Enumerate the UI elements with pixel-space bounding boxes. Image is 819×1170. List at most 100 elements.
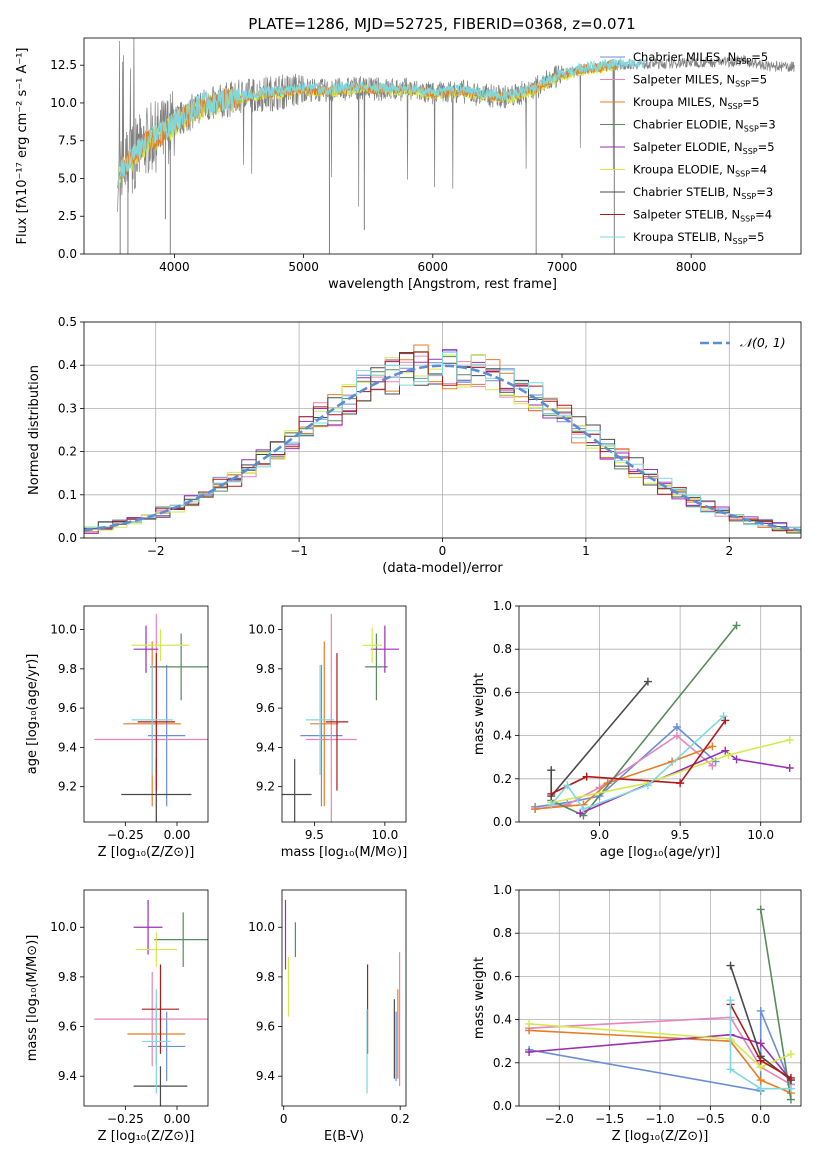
- spectrum-xtick-label: 7000: [547, 260, 578, 274]
- spectrum-model-line: [117, 59, 617, 188]
- spectrum-ytick-label: 0.0: [58, 247, 77, 261]
- legend-entry-label: Salpeter STELIB, N: [633, 208, 740, 222]
- z_weights-ytick-label: 0.2: [493, 1056, 512, 1070]
- age_weights-frame: [518, 605, 802, 823]
- histogram-step: [84, 351, 801, 532]
- legend-entry-tail: =5: [748, 230, 765, 244]
- weight-marker: [708, 742, 717, 751]
- weight-marker: [643, 677, 652, 686]
- weight-line: [550, 720, 726, 795]
- legend-entry: Salpeter MILES, NSSP=5: [633, 73, 767, 89]
- z_weights-ytick-label: 0.0: [493, 1099, 512, 1113]
- mass_vs_age-ytick-label: 9.6: [256, 701, 275, 715]
- weight-marker: [786, 1073, 795, 1082]
- z_vs_age-ytick-label: 9.4: [58, 740, 77, 754]
- z_vs_mass-plot-area: [94, 899, 208, 1106]
- mass_vs_age-xtick-label: 10.0: [372, 828, 399, 842]
- z_weights-xlabel: Z [log₁₀(Z/Z⊙)]: [612, 1129, 709, 1144]
- residuals-ylabel: Normed distribution: [27, 365, 42, 495]
- weight-line: [729, 1000, 791, 1090]
- spectrum-model-line: [117, 58, 647, 187]
- residuals-plot-area: [84, 344, 801, 534]
- legend-entry-label: Kroupa MILES, N: [633, 95, 728, 109]
- weight-line: [551, 739, 790, 804]
- weight-marker: [724, 751, 733, 760]
- age_weights-ytick-label: 1.0: [493, 599, 512, 613]
- z_vs_age-xtick-label: 0.00: [164, 828, 191, 842]
- legend-entry-sub: SSP: [741, 192, 756, 201]
- mass_vs_age-ytick-label: 9.2: [256, 780, 275, 794]
- weight-marker: [786, 1050, 795, 1059]
- spectrum-axes: 4000 5000 6000 7000 8000 0.0 2.5 5.0 7.5 10.0 12.5…: [15, 37, 802, 292]
- legend-entry: Salpeter STELIB, NSSP=4: [633, 208, 772, 224]
- weight-marker: [576, 809, 585, 818]
- z_weights-ytick-label: 0.8: [493, 926, 512, 940]
- age_weights-xlabel: age [log₁₀(age/yr)]: [600, 845, 721, 860]
- z_vs_mass-ytick-label: 9.8: [58, 970, 77, 984]
- weight-marker: [726, 961, 735, 970]
- weight-marker: [732, 621, 741, 630]
- legend-entry: Salpeter ELODIE, NSSP=5: [633, 140, 775, 156]
- spectrum-ytick-label: 2.5: [58, 209, 77, 223]
- ebv_vs_mass-ytick-label: 9.6: [256, 1020, 275, 1034]
- ebv_vs_mass-ytick-label: 9.8: [256, 970, 275, 984]
- z_vs_mass-ytick-label: 9.6: [58, 1020, 77, 1034]
- weight-line: [534, 734, 713, 810]
- weight-marker: [708, 761, 717, 770]
- spectrum-title: PLATE=1286, MJD=52725, FIBERID=0368, z=0…: [248, 15, 635, 33]
- z_vs_mass-axes: −0.25 0.00 9.4 9.6 9.8 10.0 Z [log₁₀(Z/Z⊙)] mas…: [25, 889, 209, 1144]
- weight-marker: [726, 996, 735, 1005]
- extinction-mass-panel: 0 0.2 9.4 9.6 9.8 10.0 E(B-V): [248, 889, 410, 1144]
- weight-marker: [719, 712, 728, 721]
- ebv_vs_mass-xtick-label: 0.2: [391, 1112, 410, 1126]
- z_vs_mass-frame: [83, 889, 209, 1107]
- weight-marker: [547, 766, 556, 775]
- z_vs_age-ytick-label: 9.6: [58, 701, 77, 715]
- legend-entry-sub: SSP: [733, 237, 748, 246]
- metallicity-weight-panel: −2.0 −1.5 −1.0 −0.5 0.0 0.0 0.2 0.4 0.6 0.8 1.0 Z […: [472, 883, 802, 1144]
- weight-marker: [547, 800, 556, 809]
- spectrum-plot-area: [117, 38, 795, 254]
- legend-entry-label: Chabrier STELIB, N: [633, 185, 741, 199]
- age_weights-xtick-label: 9.5: [671, 828, 690, 842]
- legend-entry-label: Salpeter ELODIE, N: [633, 140, 743, 154]
- ebv_vs_mass-ytick-label: 9.4: [256, 1069, 275, 1083]
- spectrum-ylabel: Flux [fλ10⁻¹⁷ erg cm⁻² s⁻¹ A⁻¹]: [15, 48, 30, 245]
- age-weight-panel: 9.0 9.5 10.0 0.0 0.2 0.4 0.6 0.8 1.0 age [log₁₀(a…: [472, 599, 802, 860]
- weight-marker: [756, 1084, 765, 1093]
- weight-marker: [525, 1048, 534, 1056]
- mass_vs_age-ytick-label: 9.4: [256, 740, 275, 754]
- mass_vs_age-xtick-label: 9.5: [305, 828, 324, 842]
- z_weights-xtick-label: 0.0: [751, 1112, 770, 1126]
- metallicity-age-panel: −0.25 0.00 9.2 9.4 9.6 9.8 10.0 Z [log₁₀(Z/Z⊙)]…: [25, 605, 209, 860]
- residuals-ytick-label: 0.4: [58, 358, 77, 372]
- age_weights-ytick-label: 0.4: [493, 729, 512, 743]
- weight-line: [529, 1023, 792, 1069]
- weight-marker: [563, 781, 572, 790]
- weight-line: [759, 909, 792, 1100]
- legend-entry-label: Chabrier ELODIE, N: [633, 118, 744, 132]
- ebv_vs_mass-xlabel: E(B-V): [324, 1129, 364, 1144]
- residual-histogram-panel: −2 −1 0 1 2 0.0 0.1 0.2 0.3 0.4 0.5 (data-model)/er…: [27, 315, 802, 576]
- mass_vs_age-ytick-label: 10.0: [248, 623, 275, 637]
- residuals-xtick-label: −2: [147, 544, 165, 558]
- z_vs_age-frame: [83, 605, 209, 823]
- weight-line: [529, 1016, 792, 1086]
- spectrum-ytick-label: 10.0: [50, 96, 77, 110]
- z_weights-plot-area: [525, 905, 795, 1104]
- z_vs_age-xlabel: Z [log₁₀(Z/Z⊙)]: [98, 845, 195, 860]
- ebv_vs_mass-ytick-label: 10.0: [248, 920, 275, 934]
- legend-entry: Chabrier STELIB, NSSP=3: [633, 185, 773, 201]
- weight-line: [529, 1033, 792, 1081]
- legend-entry-sub: SSP: [735, 170, 750, 179]
- weight-marker: [672, 731, 681, 740]
- spectrum-frame: [83, 37, 802, 255]
- age_weights-ytick-label: 0.6: [493, 685, 512, 699]
- legend-entry: Kroupa STELIB, NSSP=5: [633, 230, 764, 246]
- residuals-xtick-label: 0: [439, 544, 447, 558]
- legend-entry-sub: SSP: [743, 147, 758, 156]
- spectrum-xtick-label: 4000: [159, 260, 190, 274]
- legend-entry-label: Chabrier MILES, N: [633, 50, 736, 64]
- residuals-xlabel: (data-model)/error: [382, 561, 503, 576]
